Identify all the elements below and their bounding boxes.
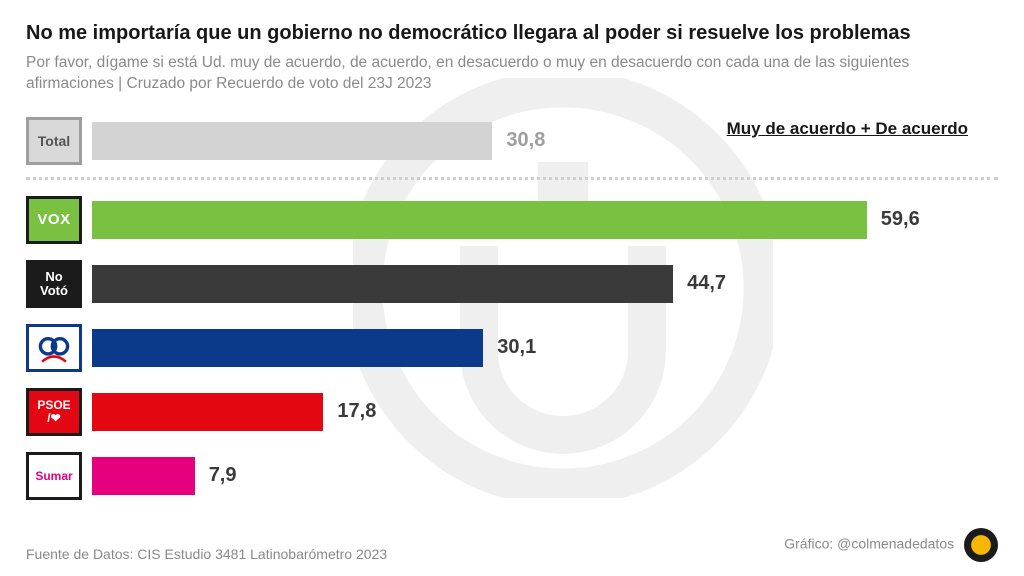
value-total: 30,8: [506, 129, 545, 152]
logo-novoto: No Votó: [26, 260, 82, 308]
value-vox: 59,6: [881, 208, 920, 231]
footer-credit: Gráfico: @colmenadedatos: [784, 528, 998, 562]
logo-total-text: Total: [38, 133, 70, 149]
bar-pp: [92, 329, 483, 367]
bar-sumar: [92, 457, 195, 495]
footer-credit-text: Gráfico: @colmenadedatos: [784, 536, 954, 552]
logo-pp: [26, 324, 82, 372]
pp-icon: [37, 331, 71, 365]
logo-total: Total: [26, 117, 82, 165]
logo-vox-text: VOX: [37, 211, 70, 228]
value-psoe: 17,8: [337, 400, 376, 423]
logo-psoe-line2: /❤: [47, 412, 60, 425]
credit-badge-icon: [964, 528, 998, 562]
bar-row-sumar: Sumar 7,9: [26, 450, 998, 502]
bar-row-vox: VOX 59,6: [26, 194, 998, 246]
logo-novoto-line2: Votó: [40, 284, 68, 298]
chart-title: No me importaría que un gobierno no demo…: [26, 22, 998, 45]
footer-source: Fuente de Datos: CIS Estudio 3481 Latino…: [26, 546, 387, 562]
bar-row-novoto: No Votó 44,7: [26, 258, 998, 310]
logo-vox: VOX: [26, 196, 82, 244]
value-sumar: 7,9: [209, 464, 237, 487]
chart-subtitle: Por favor, dígame si está Ud. muy de acu…: [26, 53, 998, 95]
bar-row-total: Total 30,8: [26, 113, 998, 169]
value-pp: 30,1: [497, 336, 536, 359]
bar-novoto: [92, 265, 673, 303]
bar-total: [92, 122, 492, 160]
logo-psoe-line1: PSOE: [37, 399, 70, 412]
section-divider: [26, 177, 998, 180]
logo-psoe: PSOE /❤: [26, 388, 82, 436]
logo-novoto-line1: No: [45, 270, 62, 284]
chart-area: Muy de acuerdo + De acuerdo Total 30,8 V…: [26, 113, 998, 502]
bar-row-pp: 30,1: [26, 322, 998, 374]
bar-psoe: [92, 393, 323, 431]
logo-sumar: Sumar: [26, 452, 82, 500]
bar-vox: [92, 201, 867, 239]
bar-row-psoe: PSOE /❤ 17,8: [26, 386, 998, 438]
value-novoto: 44,7: [687, 272, 726, 295]
logo-sumar-text: Sumar: [35, 469, 72, 483]
